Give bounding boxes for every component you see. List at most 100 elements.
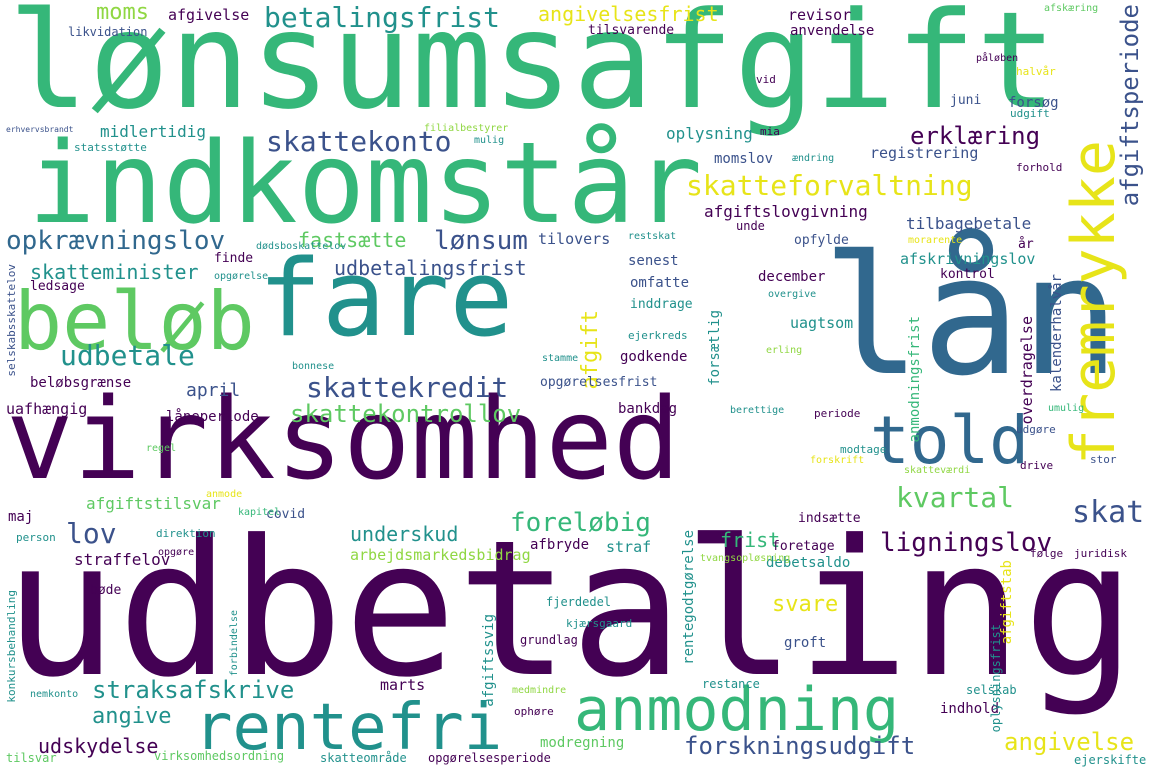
word-bonnese: bonnese bbox=[292, 361, 335, 372]
word-unde: unde bbox=[736, 219, 765, 233]
word-halvaar: halvår bbox=[1016, 65, 1056, 78]
word-forbindelse: forbindelse bbox=[229, 610, 240, 677]
word-afgivelse: afgivelse bbox=[168, 6, 250, 24]
word-told: told bbox=[870, 402, 1029, 479]
word-opgorelsesperiode: opgørelsesperiode bbox=[428, 751, 551, 765]
word-skatteminister: skatteminister bbox=[30, 260, 199, 284]
word-fremrykke: fremrykke bbox=[1059, 140, 1129, 466]
word-kalenderhalvaar: kalenderhalvår bbox=[1049, 274, 1065, 393]
word-inddrage: inddrage bbox=[630, 297, 693, 312]
word-groft: groft bbox=[784, 635, 827, 651]
word-ligningslov: ligningslov bbox=[880, 528, 1053, 558]
word-ejerskifte: ejerskifte bbox=[1074, 753, 1147, 767]
word-straksafskrive: straksafskrive bbox=[92, 676, 295, 704]
word-direktion: direktion bbox=[156, 527, 216, 540]
word-svare: svare bbox=[772, 592, 839, 617]
word-tilsvarende: tilsvarende bbox=[588, 23, 675, 38]
word-kvartal: kvartal bbox=[896, 481, 1015, 514]
word-virksomhed: virksomhed bbox=[6, 375, 681, 505]
word-forsog: forsøg bbox=[1008, 95, 1059, 111]
word-nemkonto: nemkonto bbox=[30, 689, 79, 700]
word-filialbestyrer: filialbestyrer bbox=[424, 123, 509, 134]
word-tilbagebetale: tilbagebetale bbox=[906, 214, 1032, 233]
word-opkraevningslov: opkrævningslov bbox=[6, 226, 226, 256]
word-forhold: forhold bbox=[1016, 161, 1063, 174]
word-afgiftsperiode: afgiftsperiode bbox=[1116, 4, 1144, 207]
word-folge: følge bbox=[1030, 547, 1064, 560]
word-anmodning: anmodning bbox=[574, 675, 900, 745]
word-kjaersgaard: kjærsgaard bbox=[566, 617, 633, 630]
word-rentefri: rentefri bbox=[194, 691, 503, 765]
word-mia: mia bbox=[760, 125, 780, 138]
word-drive: drive bbox=[1020, 459, 1054, 472]
word-angivelsesfrist: angivelsesfrist bbox=[538, 2, 719, 26]
word-juni: juni bbox=[950, 93, 982, 108]
word-konkursbehandling: konkursbehandling bbox=[5, 590, 18, 703]
word-revisor: revisor bbox=[788, 6, 852, 24]
word-registrering: registrering bbox=[870, 144, 979, 162]
word-udskydelse: udskydelse bbox=[38, 734, 159, 758]
word-regel: regel bbox=[146, 443, 177, 454]
word-forsaetlig: forsætlig bbox=[707, 310, 723, 386]
word-frist: frist bbox=[720, 528, 781, 552]
word-erhvervsbrandt: erhvervsbrandt bbox=[6, 125, 74, 134]
word-ledsage: ledsage bbox=[30, 279, 85, 294]
word-aar: år bbox=[1018, 237, 1034, 252]
word-uafhaengig: uafhængig bbox=[6, 400, 88, 418]
word-midlertidig: midlertidig bbox=[100, 122, 206, 141]
word-tilovers: tilovers bbox=[538, 230, 611, 248]
word-finde: finde bbox=[214, 251, 254, 266]
word-fare: fare bbox=[258, 237, 514, 360]
word-likvidation: likvidation bbox=[68, 25, 148, 39]
word-angive: angive bbox=[92, 704, 172, 729]
word-straffelov: straffelov bbox=[74, 550, 171, 569]
word-april: april bbox=[186, 380, 241, 401]
word-udbetalingsfrist: udbetalingsfrist bbox=[334, 256, 527, 280]
word-laan: lån bbox=[822, 220, 1121, 412]
word-selskab: selskab bbox=[966, 683, 1017, 697]
word-udgore: udgøre bbox=[1016, 423, 1056, 436]
word-momslov: momslov bbox=[714, 151, 774, 167]
word-laneperiode: låneperiode bbox=[166, 409, 259, 425]
word-person: person bbox=[16, 531, 56, 544]
word-fjerdedel: fjerdedel bbox=[546, 595, 612, 609]
word-udbetale: udbetale bbox=[60, 339, 195, 372]
word-udbetaling: udbetaling bbox=[4, 500, 1136, 719]
word-opfylde: opfylde bbox=[794, 233, 849, 248]
word-anmode: anmode bbox=[206, 489, 243, 500]
word-stor: stor bbox=[1090, 453, 1117, 466]
word-opgorelse: opgørelse bbox=[214, 271, 269, 282]
word-modregning: modregning bbox=[540, 735, 625, 751]
word-rentegodtgorelse: rentegodtgørelse bbox=[681, 530, 697, 665]
word-andring: ændring bbox=[792, 153, 835, 164]
word-medmindre: medmindre bbox=[512, 685, 567, 696]
word-bankdag: bankdag bbox=[618, 401, 678, 417]
word-periode: periode bbox=[814, 407, 861, 420]
word-oplysning: oplysning bbox=[666, 124, 753, 143]
word-overdragelse: overdragelse bbox=[1018, 316, 1036, 425]
word-straf: straf bbox=[606, 538, 652, 556]
word-stamme: stamme bbox=[542, 353, 579, 364]
word-forskrift: forskrift bbox=[810, 455, 865, 466]
word-afgiftslovgivning: afgiftslovgivning bbox=[704, 202, 868, 221]
word-betalingsfrist: betalingsfrist bbox=[264, 1, 501, 34]
word-selskabsskattelov: selskabsskattelov bbox=[5, 264, 18, 377]
word-lov: lov bbox=[66, 517, 117, 550]
word-maj: maj bbox=[8, 509, 34, 525]
word-erklaering: erklæring bbox=[910, 122, 1041, 150]
word-december: december bbox=[758, 269, 826, 285]
word-underskud: underskud bbox=[350, 522, 459, 546]
word-opgorelsesfrist: opgørelsesfrist bbox=[540, 375, 658, 390]
word-indsaette: indsætte bbox=[798, 511, 861, 526]
word-godkende: godkende bbox=[620, 349, 688, 365]
word-grundlag: grundlag bbox=[520, 633, 578, 647]
word-omfatte: omfatte bbox=[630, 275, 690, 291]
word-afgiftssvig: afgiftssvig bbox=[481, 614, 497, 707]
word-covid: covid bbox=[266, 507, 306, 522]
word-vid: vid bbox=[756, 73, 776, 86]
word-angivelse: angivelse bbox=[1004, 728, 1135, 756]
word-belobsgraense: beløbsgrænse bbox=[30, 375, 132, 391]
word-forelobig: foreløbig bbox=[510, 508, 651, 538]
word-bode: bøde bbox=[90, 583, 122, 598]
word-forskningsudgift: forskningsudgift bbox=[684, 732, 916, 760]
